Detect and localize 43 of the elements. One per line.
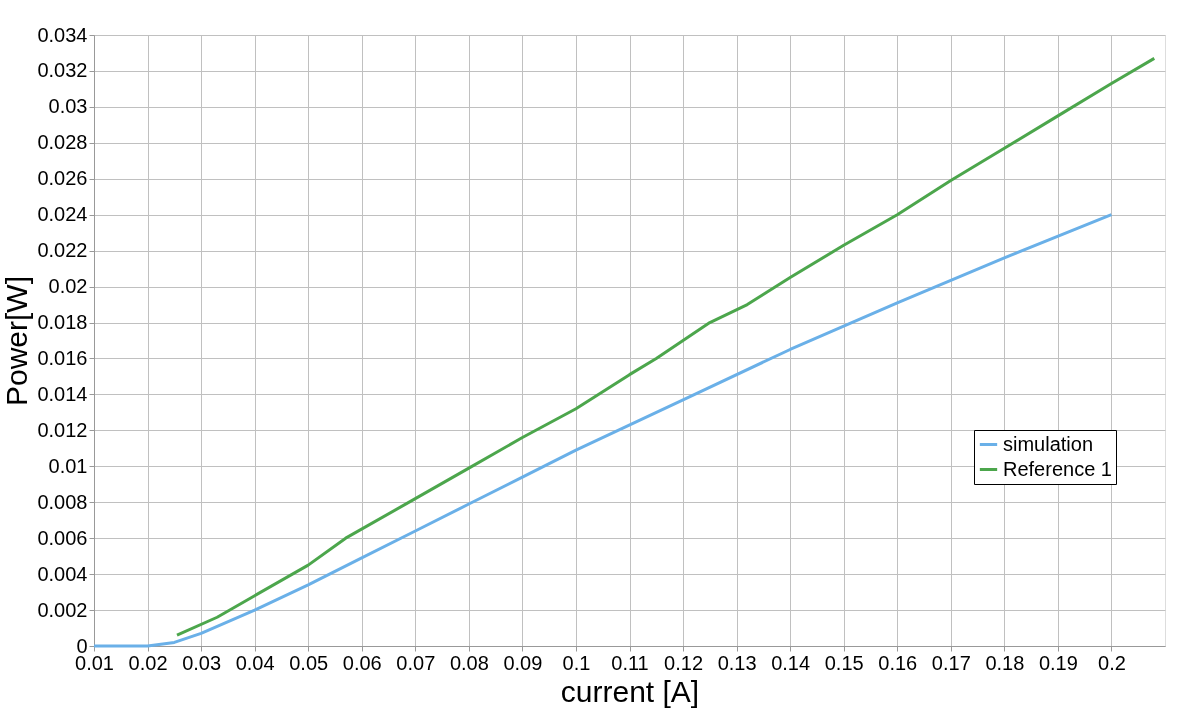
x-tick-label: 0.15 (824, 651, 864, 674)
y-tick-label: 0.02 (48, 275, 88, 298)
x-tick-label: 0.05 (289, 651, 329, 674)
y-axis-title: Power[W] (0, 275, 34, 407)
y-tick-label: 0.012 (37, 418, 88, 441)
y-tick-label: 0.022 (37, 239, 88, 262)
x-tick-label: 0.1 (562, 651, 591, 674)
x-tick-label: 0.14 (771, 651, 811, 674)
y-tick-label: 0.008 (37, 490, 88, 513)
line-series (92, 213, 1113, 648)
line-series (175, 56, 1156, 637)
y-tick-label: 0.028 (37, 131, 88, 154)
x-tick-label: 0.02 (128, 651, 168, 674)
x-tick-label: 0.09 (503, 651, 543, 674)
y-tick-label: 0.03 (48, 95, 88, 118)
y-tick-label: 0 (76, 634, 88, 657)
x-tick-label: 0.08 (449, 651, 489, 674)
x-tick-label: 0.18 (985, 651, 1025, 674)
x-tick-label: 0.07 (396, 651, 436, 674)
x-tick-label: 0.03 (182, 651, 222, 674)
y-tick-label: 0.006 (37, 526, 88, 549)
x-tick-label: 0.12 (664, 651, 704, 674)
y-tick-label: 0.01 (48, 454, 88, 477)
y-tick-label: 0.014 (37, 382, 88, 405)
x-tick-label: 0.2 (1098, 651, 1126, 674)
y-tick-label: 0.026 (37, 167, 88, 190)
x-tick-label: 0.06 (342, 651, 382, 674)
y-tick-label: 0.034 (37, 23, 88, 46)
y-tick-label: 0.018 (37, 311, 88, 334)
y-tick-label: 0.002 (37, 598, 88, 621)
x-axis-title: current [A] (560, 674, 700, 708)
x-tick-label: 0.19 (1038, 651, 1078, 674)
y-tick-label: 0.024 (37, 203, 88, 226)
x-tick-label: 0.17 (931, 651, 971, 674)
x-tick-label: 0.04 (235, 651, 275, 674)
legend-label: Reference 1 (1003, 457, 1112, 480)
legend-label: simulation (1003, 432, 1094, 455)
y-tick-label: 0.016 (37, 346, 88, 369)
x-tick-label: 0.11 (611, 651, 649, 674)
x-tick-label: 0.13 (717, 651, 757, 674)
x-tick-label: 0.16 (878, 651, 918, 674)
y-tick-label: 0.004 (37, 562, 88, 585)
y-tick-label: 0.032 (37, 59, 88, 82)
